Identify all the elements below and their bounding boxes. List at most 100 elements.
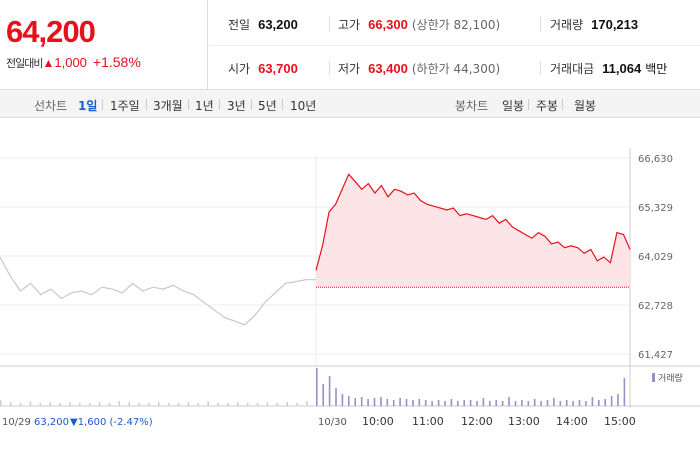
today-volume-bar (489, 401, 491, 406)
prev-close-label: 63,200 (34, 417, 69, 428)
today-volume-bar (572, 401, 574, 406)
today-volume-bar (341, 394, 344, 406)
prev-volume-bar (296, 403, 298, 406)
line-chart-label: 선차트 (34, 99, 68, 113)
prev-volume-bar (9, 402, 12, 406)
price-chart[interactable]: 66,630 65,329 64,029 62,728 61,427 거래량 1… (0, 118, 700, 450)
prev-date-label: 10/29 (2, 417, 31, 428)
tab-1week[interactable]: 1주일 (110, 99, 140, 113)
prev-day-price-line (0, 256, 316, 326)
tab-3month[interactable]: 3개월 (153, 99, 183, 113)
current-price: 64,200 (6, 14, 96, 49)
prev-volume-bar (98, 402, 101, 406)
stat-low: 저가 63,400 (하한가 44,300) (338, 60, 500, 77)
tab-10year[interactable]: 10년 (290, 99, 317, 113)
tab-daily-candle[interactable]: 일봉 (502, 99, 525, 113)
today-volume-bar (367, 399, 369, 406)
change-value: 1,000 (54, 55, 87, 70)
today-volume-bar (399, 398, 401, 406)
stat-label: 거래대금 (550, 62, 595, 76)
today-volume-bar (585, 401, 587, 406)
change-label: 전일대비 (6, 57, 43, 70)
divider (282, 99, 283, 110)
y-axis: 66,630 65,329 64,029 62,728 61,427 (638, 154, 673, 361)
today-volume-bar (559, 401, 562, 406)
today-volume-bar (354, 398, 356, 406)
y-tick-label: 66,630 (638, 154, 673, 165)
today-volume-bar (322, 384, 324, 406)
today-price-area (316, 174, 630, 288)
prev-volume-bar (29, 401, 32, 406)
divider (188, 99, 189, 110)
chart-period-tabs: 선차트 1일 1주일 3개월 1년 3년 5년 10년 봉차트 일봉 주봉 월봉 (0, 90, 700, 118)
volume-bars (0, 368, 626, 406)
today-volume-bar (386, 399, 389, 406)
tab-weekly-candle[interactable]: 주봉 (536, 99, 559, 113)
quote-header: 64,200 전일대비▲1,000 +1.58% 전일 63,200 고가 66,30… (0, 0, 700, 90)
divider (528, 99, 529, 110)
divider (209, 45, 700, 46)
candle-chart-label: 봉차트 (455, 99, 489, 113)
tab-3year[interactable]: 3년 (227, 99, 246, 113)
today-volume-bar (392, 400, 395, 406)
today-volume-bar (591, 397, 594, 406)
prev-change-label: ▼1,600 (-2.47%) (70, 417, 153, 428)
x-tick-label: 14:00 (556, 415, 588, 428)
change-percent: +1.58% (92, 54, 141, 70)
today-price-line (315, 173, 631, 271)
tab-1day[interactable]: 1일 (78, 99, 98, 113)
prev-volume-bar (19, 403, 22, 406)
price-change: 전일대비▲1,000 +1.58% (6, 54, 141, 71)
stat-unit: 백만 (645, 62, 668, 76)
today-volume-bar (463, 400, 465, 406)
prev-volume-bar (207, 401, 209, 406)
prev-volume-bar (69, 402, 71, 406)
stat-value: 63,200 (258, 17, 298, 32)
tab-monthly-candle[interactable]: 월봉 (574, 99, 597, 113)
divider (329, 61, 330, 75)
chart-grid (0, 148, 700, 408)
today-volume-bar (412, 400, 414, 406)
prev-volume-bar (187, 402, 190, 406)
prev-volume-bar (49, 402, 51, 406)
divider (540, 17, 541, 31)
price-panel: 64,200 전일대비▲1,000 +1.58% (0, 0, 208, 90)
stat-value: 66,300 (368, 17, 408, 32)
stat-sub: (상한가 82,100) (411, 18, 501, 32)
today-volume-bar (457, 401, 459, 406)
divider (251, 99, 252, 110)
x-tick-label: 15:00 (604, 415, 636, 428)
y-tick-label: 62,728 (638, 301, 673, 312)
today-volume-bar (418, 399, 421, 406)
tab-5year[interactable]: 5년 (258, 99, 277, 113)
stat-high: 고가 66,300 (상한가 82,100) (338, 16, 500, 33)
stat-label: 저가 (338, 62, 361, 76)
prev-volume-bar (276, 403, 279, 406)
today-volume-bar (598, 400, 600, 406)
today-volume-bar (328, 376, 331, 406)
tab-1year[interactable]: 1년 (195, 99, 214, 113)
prev-volume-bar (59, 403, 61, 406)
today-volume-bar (565, 400, 568, 406)
stat-value: 63,400 (368, 61, 408, 76)
volume-legend-label: 거래량 (658, 372, 683, 384)
today-volume-bar (444, 401, 446, 406)
stat-label: 거래량 (550, 18, 584, 32)
today-volume-bar (360, 397, 363, 406)
stat-label: 전일 (228, 18, 251, 32)
prev-volume-bar (197, 403, 200, 406)
divider (329, 17, 330, 31)
today-volume-bar (450, 399, 453, 406)
prev-volume-bar (237, 402, 239, 406)
today-volume-bar (514, 401, 517, 406)
today-volume-bar (578, 400, 581, 406)
today-volume-bar (527, 401, 530, 406)
x-tick-label: 12:00 (461, 415, 493, 428)
today-volume-bar (521, 400, 523, 406)
prev-volume-bar (39, 403, 42, 406)
y-tick-label: 64,029 (638, 252, 673, 263)
today-volume-bar (610, 396, 613, 406)
today-volume-bar (424, 400, 427, 406)
prev-volume-bar (138, 403, 140, 406)
today-volume-bar (533, 399, 536, 406)
